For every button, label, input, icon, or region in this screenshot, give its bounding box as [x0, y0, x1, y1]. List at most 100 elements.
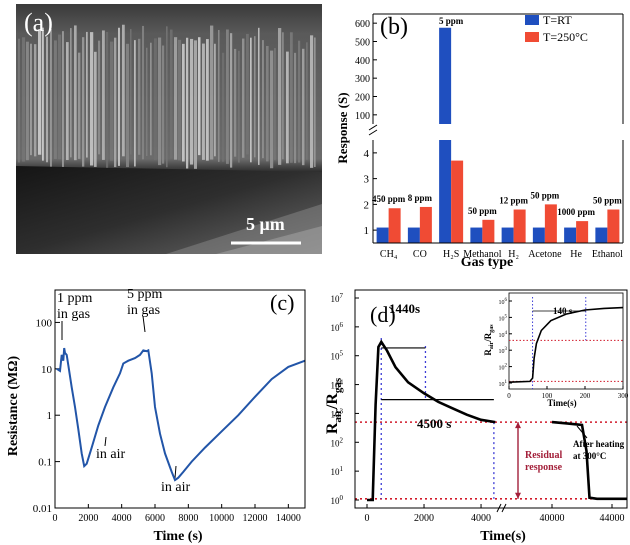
arrow-in-air-2 — [174, 465, 177, 479]
nanorod — [138, 38, 141, 155]
nanorod — [50, 29, 52, 169]
inset-y-tick-label: 105 — [499, 314, 508, 322]
nanorod — [214, 43, 216, 157]
nanorod — [102, 30, 105, 160]
nanorod — [266, 45, 269, 162]
annot-1440s: 1440s — [389, 301, 420, 316]
bar-250c — [388, 208, 401, 243]
inset-y-tick-label: 103 — [499, 347, 508, 355]
x-tick-label: 0 — [53, 513, 58, 524]
x-tick-label: 10000 — [209, 513, 234, 524]
y-tick-label: 102 — [331, 436, 344, 448]
nanorod — [258, 27, 260, 165]
bar-rt — [439, 140, 452, 243]
bar-rt — [595, 227, 608, 243]
nanorod — [126, 43, 129, 168]
inset-y-tick-label: 102 — [499, 364, 508, 372]
bar-rt — [532, 227, 545, 243]
nanorod — [206, 39, 209, 161]
nanorod — [30, 43, 32, 156]
annot-in-gas-1: in gas — [57, 307, 90, 322]
panel-b-chart: (b) Response (S) Gas type T=RT T=250°C 1… — [335, 13, 624, 270]
nanorod — [210, 25, 214, 160]
nanorod — [158, 37, 162, 166]
nanorod — [202, 43, 205, 160]
y-tick-label: 103 — [331, 407, 344, 419]
inset-y-tick-label: 101 — [499, 380, 508, 388]
inset-x-tick-label: 300 — [618, 392, 629, 400]
panel-d-label: (d) — [370, 302, 396, 327]
y-tick-label: 10 — [41, 364, 53, 376]
y-tick-label: 101 — [331, 465, 344, 477]
inset-annotation: 140 s — [553, 306, 573, 316]
nanorod — [162, 45, 165, 164]
bar-rt — [470, 227, 483, 243]
x-tick-label: 4000 — [471, 513, 491, 524]
nanorod — [114, 37, 117, 168]
axis-break — [368, 124, 378, 131]
nanorod — [34, 44, 37, 157]
legend-swatch-rt — [525, 15, 539, 25]
y-tick-label: 600 — [355, 19, 370, 30]
y-tick-label: 0.1 — [38, 457, 52, 469]
nanorod — [278, 28, 282, 165]
bar-rt — [407, 227, 420, 243]
nanorod-texture — [18, 24, 316, 169]
annot-in-gas-2: in gas — [127, 303, 160, 318]
y-tick-label: 106 — [331, 321, 344, 333]
x-tick-label: Acetone — [528, 249, 562, 260]
nanorod — [142, 25, 145, 160]
x-tick-label: 12000 — [243, 513, 268, 524]
inset-x-tick-label: 0 — [507, 392, 511, 400]
inset-trace — [508, 306, 624, 383]
x-axis-label: Time(s) — [480, 529, 526, 544]
bar-rt — [501, 227, 514, 243]
nanorod — [66, 42, 69, 161]
y-tick-label: 1 — [364, 225, 370, 237]
bar-250c — [544, 204, 557, 243]
inset-y-tick-label: 106 — [499, 298, 508, 306]
nanorod — [286, 51, 289, 164]
y-tick-label: 104 — [331, 379, 344, 391]
panel-d-chart: (d) Rair/Rgas Time(s) 0 2000 4000 40000 4400… — [325, 289, 629, 544]
nanorod — [94, 51, 97, 167]
annot-4500s: 4500 s — [417, 416, 451, 431]
concentration-label: 450 ppm — [372, 194, 406, 204]
nanorod — [234, 48, 237, 157]
nanorod — [18, 38, 20, 163]
nanorod — [26, 41, 29, 161]
nanorod — [146, 47, 148, 157]
concentration-label: 50 ppm — [530, 190, 559, 200]
nanorod — [122, 24, 125, 157]
inset-y-tick-label: 104 — [499, 331, 508, 339]
y-tick-label: 500 — [355, 38, 370, 49]
nanorod — [198, 37, 201, 156]
x-axis-label: Time (s) — [153, 529, 202, 544]
y-axis-label: Response (S) — [335, 92, 350, 163]
x-tick-label: Methanol — [463, 249, 502, 260]
concentration-label: 1000 ppm — [557, 207, 595, 217]
nanorod — [154, 38, 157, 161]
nanorod — [166, 26, 168, 168]
residual-arrow-head — [515, 492, 521, 499]
nanorod — [178, 39, 182, 161]
plot-frame — [354, 289, 628, 509]
x-tick-label: 2000 — [414, 513, 434, 524]
nanorod — [42, 27, 44, 161]
nanorod — [110, 41, 114, 161]
x-tick-label: CO — [413, 249, 427, 260]
annot-heating-2: at 300°C — [573, 451, 606, 461]
annot-in-air-1: in air — [96, 447, 125, 462]
nanorod — [58, 34, 62, 160]
x-tick-label: 8000 — [178, 513, 198, 524]
scale-bar-label: 5 μm — [246, 214, 285, 234]
arrow-in-air-1 — [104, 436, 107, 447]
nanorod — [242, 38, 245, 158]
residual-arrow-head — [515, 422, 521, 429]
y-tick-label: 100 — [355, 111, 370, 122]
nanorod — [218, 30, 220, 162]
bar-rt — [564, 227, 577, 243]
x-tick-label: CH₄ — [380, 249, 398, 260]
concentration-label: 8 ppm — [408, 193, 433, 203]
plot-frame — [54, 289, 306, 509]
